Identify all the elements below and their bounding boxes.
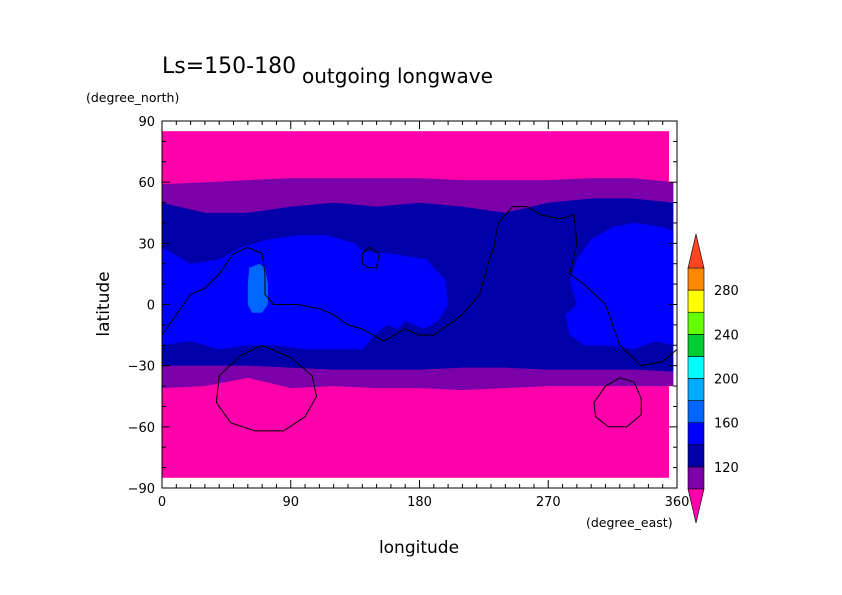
x-tick-label: 180 bbox=[407, 495, 432, 510]
colorbar-label: 160 bbox=[714, 417, 739, 432]
contour-small-circle-north bbox=[361, 246, 380, 269]
colorbar-band bbox=[687, 267, 705, 291]
contour-north-america bbox=[161, 206, 678, 367]
field-band-140-160-west bbox=[162, 235, 449, 350]
field-band-100-120-north bbox=[162, 178, 674, 213]
chart-title: outgoing longwave bbox=[302, 64, 493, 88]
colorbar-label: 240 bbox=[714, 328, 739, 343]
plot-fields bbox=[162, 131, 674, 478]
y-tick-label: 60 bbox=[138, 176, 155, 191]
colorbar-label: 280 bbox=[714, 284, 739, 299]
x-tick-label: 270 bbox=[536, 495, 561, 510]
axis-ticks: 0 90 180 270 360 −90 −60 −30 0 30 60 90 bbox=[128, 115, 690, 510]
colorbar-band bbox=[687, 378, 705, 401]
y-tick-label: −60 bbox=[128, 421, 155, 436]
colorbar-band bbox=[687, 311, 705, 335]
contour-south-west bbox=[215, 344, 318, 432]
colorbar: 120 160 200 240 280 bbox=[687, 233, 739, 524]
colorbar-band bbox=[687, 422, 705, 446]
colorbar-band bbox=[687, 466, 705, 490]
colorbar-band bbox=[687, 444, 705, 468]
colorbar-label: 200 bbox=[714, 373, 739, 388]
contour-south-east bbox=[593, 377, 642, 428]
y-tick-label: 0 bbox=[147, 299, 155, 314]
plot-contours bbox=[161, 206, 678, 432]
colorbar-band bbox=[687, 333, 705, 357]
x-axis-label: longitude bbox=[379, 538, 459, 558]
x-axis-units: (degree_east) bbox=[586, 515, 673, 530]
field-band-100-120-south bbox=[162, 365, 674, 391]
colorbar-label: 120 bbox=[714, 461, 739, 476]
colorbar-band bbox=[687, 289, 705, 313]
y-tick-label: −30 bbox=[128, 360, 155, 375]
y-tick-label: 30 bbox=[138, 237, 155, 252]
y-tick-label: 90 bbox=[138, 115, 155, 130]
colorbar-band bbox=[687, 400, 705, 424]
x-tick-label: 90 bbox=[282, 495, 299, 510]
chart-subtitle: Ls=150-180 bbox=[162, 54, 296, 79]
colorbar-below-arrow bbox=[687, 488, 705, 524]
y-tick-label: −90 bbox=[128, 482, 155, 497]
y-axis-label: latitude bbox=[94, 271, 114, 336]
colorbar-band bbox=[687, 356, 705, 379]
field-band-140-160-east bbox=[565, 222, 674, 350]
x-tick-label: 0 bbox=[158, 495, 166, 510]
x-tick-label: 360 bbox=[665, 495, 690, 510]
colorbar-above-arrow bbox=[687, 233, 705, 269]
y-axis-units: (degree_north) bbox=[86, 90, 179, 105]
field-band-160-180 bbox=[247, 263, 268, 313]
